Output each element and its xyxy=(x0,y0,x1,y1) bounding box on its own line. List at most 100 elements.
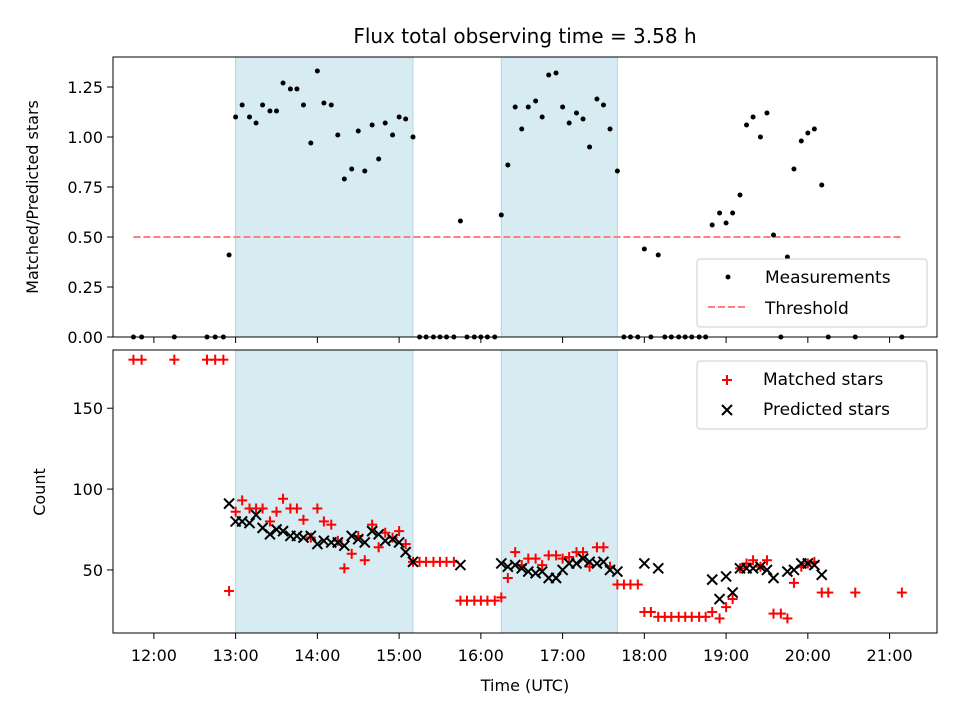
measurement-point xyxy=(260,102,266,108)
measurement-point xyxy=(744,122,750,128)
shaded-interval-2 xyxy=(500,56,618,338)
bottom-x-tick-label: 16:00 xyxy=(458,646,504,665)
matched-star-point xyxy=(373,542,384,553)
predicted-star-point xyxy=(652,562,664,575)
bottom-x-tick-label: 20:00 xyxy=(785,646,831,665)
measurement-point xyxy=(505,162,511,168)
measurement-point xyxy=(709,222,715,228)
predicted-star-point xyxy=(264,528,276,541)
predicted-star-point xyxy=(516,562,528,575)
matched-star-point xyxy=(714,613,725,624)
matched-star-point xyxy=(741,558,752,569)
predicted-star-point xyxy=(816,569,828,581)
legend-matched-label: Matched stars xyxy=(763,370,883,390)
predicted-star-point xyxy=(781,565,794,578)
measurement-point xyxy=(717,210,723,216)
measurement-point xyxy=(226,252,232,258)
measurement-point xyxy=(771,232,777,238)
top-y-tick-label: 0.25 xyxy=(67,278,103,297)
predicted-star-point xyxy=(754,560,767,573)
measurement-point xyxy=(750,114,756,120)
bottom-x-tick-label: 21:00 xyxy=(867,646,913,665)
matched-star-point xyxy=(332,535,343,546)
bottom-x-tick-label: 12:00 xyxy=(131,646,177,665)
predicted-star-point xyxy=(808,559,821,571)
top-y-axis-label: Matched/Predicted stars xyxy=(23,100,42,294)
predicted-star-point xyxy=(352,533,364,545)
top-panel: 0.00 0.25 0.50 0.75 1.00 1.25 Matched/Predict… xyxy=(23,56,938,347)
matched-star-point xyxy=(632,579,643,590)
bottom-shaded-intervals xyxy=(235,349,618,634)
bottom-y-tick-label: 100 xyxy=(72,480,103,499)
matched-star-point xyxy=(645,606,656,617)
matched-star-point xyxy=(598,542,609,553)
measurement-point xyxy=(457,218,463,224)
matched-star-point xyxy=(537,560,548,571)
legend-predicted-marker xyxy=(721,404,733,416)
predicted-star-point xyxy=(638,557,651,570)
measurement-point xyxy=(349,166,355,172)
measurement-point xyxy=(498,212,504,218)
bottom-x-tick-label: 18:00 xyxy=(621,646,667,665)
matched-star-point xyxy=(136,354,147,365)
matched-star-point xyxy=(278,493,289,504)
matched-star-point xyxy=(557,553,568,564)
measurement-point xyxy=(764,110,770,116)
measurement-point xyxy=(341,176,347,182)
predicted-star-point xyxy=(399,546,412,558)
measurement-point xyxy=(819,182,825,188)
matched-star-point xyxy=(326,519,337,530)
matched-star-point xyxy=(291,503,302,514)
measurement-point xyxy=(655,252,661,258)
measurement-point xyxy=(533,98,539,104)
legend-measurements-label: Measurements xyxy=(765,268,891,288)
predicted-star-point xyxy=(713,593,726,605)
matched-star-point xyxy=(496,592,507,603)
predicted-star-point xyxy=(223,497,235,510)
matched-star-point xyxy=(823,587,834,598)
matched-star-point xyxy=(551,550,562,561)
matched-star-point xyxy=(318,516,329,527)
measurement-point xyxy=(525,104,531,110)
matched-star-point xyxy=(564,551,575,562)
matched-star-point xyxy=(298,514,309,525)
measurement-point xyxy=(811,126,817,132)
top-x-ticks xyxy=(153,337,891,343)
measurement-point xyxy=(328,102,334,108)
measurement-point xyxy=(267,108,273,114)
matched-star-point xyxy=(394,526,405,537)
matched-star-point xyxy=(850,587,861,598)
bottom-legend: Matched stars Predicted stars xyxy=(696,360,928,430)
predicted-star-point xyxy=(454,559,467,571)
matched-star-point xyxy=(359,555,370,566)
legend-matched-marker xyxy=(722,375,732,385)
top-axes-frame xyxy=(112,56,938,338)
measurement-point xyxy=(382,120,388,126)
shaded-interval-2 xyxy=(500,349,618,634)
predicted-star-point xyxy=(250,509,262,521)
matched-star-point xyxy=(264,516,275,527)
top-legend-box xyxy=(696,258,928,328)
measurement-point xyxy=(294,86,300,92)
measurement-point xyxy=(723,220,729,226)
top-shaded-intervals xyxy=(235,56,618,338)
predicted-star-point xyxy=(529,567,542,579)
predicted-star-point xyxy=(386,533,399,545)
predicted-star-point xyxy=(509,559,521,571)
matched-star-point xyxy=(400,539,411,550)
bottom-x-ticks: 12:00 13:00 14:00 15:00 16:00 17:00 18:00 19:00… xyxy=(131,633,913,665)
bottom-x-tick-label: 13:00 xyxy=(213,646,259,665)
measurement-point xyxy=(587,144,593,150)
measurement-point xyxy=(287,86,293,92)
legend-threshold-label: Threshold xyxy=(764,299,849,319)
measurement-point xyxy=(791,166,797,172)
bottom-x-axis-label: Time (UTC) xyxy=(480,676,569,695)
matched-star-point xyxy=(896,587,907,598)
measurement-point xyxy=(403,116,409,122)
shaded-interval-1 xyxy=(235,56,414,338)
measurement-point xyxy=(233,114,239,120)
predicted-star-point xyxy=(345,530,358,542)
bottom-x-tick-label: 14:00 xyxy=(294,646,340,665)
